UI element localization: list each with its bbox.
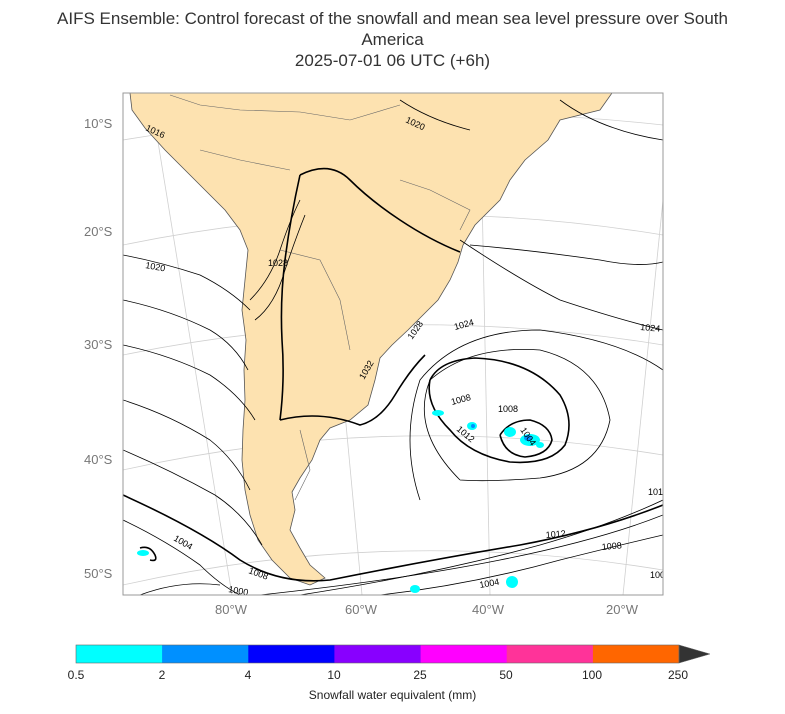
cb-tick-6: 100 [581,668,603,682]
cb-tick-5: 50 [499,668,513,682]
colorbar-extend-arrow [678,644,711,664]
isobar-label: 1004 [479,577,500,590]
cb-tick-2: 4 [244,668,252,682]
title-line-1: AIFS Ensemble: Control forecast of the s… [57,9,728,28]
colorbar-label: Snowfall water equivalent (mm) [308,688,477,702]
colorbar-segment [162,645,249,663]
cb-tick-4: 25 [413,668,427,682]
map-frame [122,92,664,596]
colorbar-segment [420,645,508,663]
lat-label-30s: 30°S [84,337,113,352]
cb-tick-3: 10 [327,668,341,682]
isobar-label: 1012 [545,528,566,540]
colorbar-frame [75,644,680,664]
colorbar-segment [506,645,594,663]
south-america-land [129,93,613,586]
title-line-3: 2025-07-01 06 UTC (+6h) [294,51,491,70]
colorbar-segment [592,645,680,663]
cb-tick-1: 2 [158,668,166,682]
isobar-thick [123,167,663,582]
isobar-label: 1008 [498,404,518,414]
lat-label-20s: 20°S [84,224,113,239]
colorbar-segment [248,645,335,663]
isobar-label: 1008 [601,540,622,552]
isobar-label: 1000 [650,570,670,580]
lat-label-40s: 40°S [84,452,113,467]
isobar-label: 1000 [228,584,249,597]
lon-label-60w: 60°W [345,602,377,617]
isobar-label: 1028 [268,258,288,268]
inner-land-lines [169,94,471,501]
lon-label-20w: 20°W [606,602,638,617]
lon-label-80w: 80°W [215,602,247,617]
isobar-label: 1012 [648,487,668,497]
cb-tick-0: 0.5 [67,668,85,682]
colorbar-segments [76,645,680,663]
title-line-2: America [361,30,424,49]
isobar-label: 1024 [640,322,661,334]
colorbar-segment [76,645,163,663]
isobars [123,99,663,595]
cb-tick-7: 250 [667,668,689,682]
snowfall-patches [137,410,544,593]
isobar-label: 1020 [145,260,166,273]
lat-label-10s: 10°S [84,116,113,131]
chart-title: AIFS Ensemble: Control forecast of the s… [0,8,785,71]
graticule [123,93,663,595]
lon-label-40w: 40°W [472,602,504,617]
lat-label-50s: 50°S [84,566,113,581]
colorbar-segment [334,645,421,663]
